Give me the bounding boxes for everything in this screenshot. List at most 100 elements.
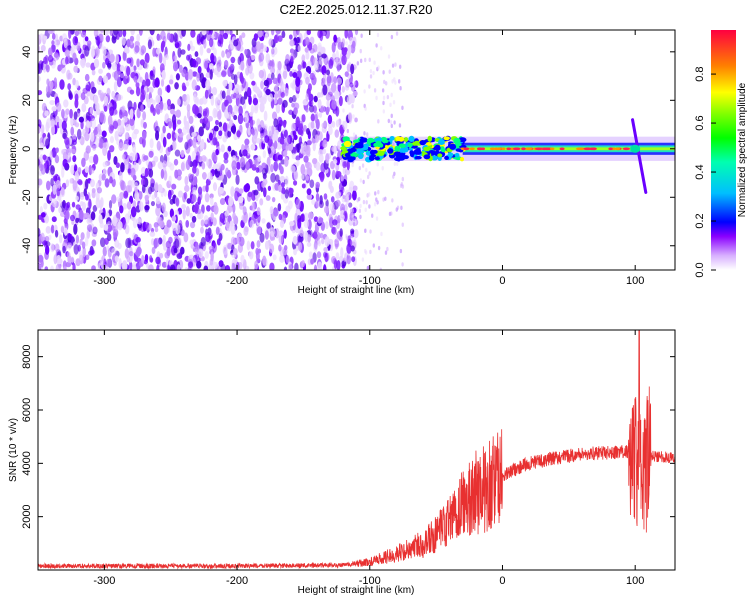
spectrogram-cell bbox=[253, 157, 257, 168]
spectrogram-cell bbox=[93, 94, 99, 105]
spectrogram-cell bbox=[112, 30, 119, 36]
spectrogram-cell bbox=[170, 103, 175, 111]
spectrogram-cell bbox=[240, 96, 246, 105]
spectrogram-cell bbox=[197, 134, 201, 142]
spectrogram-cell bbox=[277, 116, 283, 128]
spectrogram-cell bbox=[79, 192, 85, 200]
spectrogram-cell bbox=[366, 174, 370, 180]
spectrogram-cell bbox=[143, 155, 149, 161]
spectrogram-cell bbox=[350, 63, 355, 75]
spectrogram-cell bbox=[223, 59, 229, 69]
spectrogram-hotspot bbox=[527, 147, 532, 151]
spectrogram-cell bbox=[316, 251, 322, 259]
spectrogram-cell bbox=[85, 62, 91, 68]
spectrogram-cell bbox=[398, 143, 406, 149]
spectrogram-cell bbox=[304, 47, 309, 53]
spectrogram-cell bbox=[371, 213, 374, 218]
spectrogram-cell bbox=[344, 78, 351, 88]
spectrogram-cell bbox=[401, 176, 405, 182]
spectrogram-cell bbox=[358, 208, 362, 214]
spectrogram-cell bbox=[50, 118, 55, 128]
spectrogram-cell bbox=[272, 254, 277, 261]
spectrogram-cell bbox=[129, 108, 134, 120]
spectrogram-cell bbox=[200, 138, 205, 150]
spectrogram-cell bbox=[261, 162, 267, 170]
spectrogram-cell bbox=[347, 156, 355, 163]
spectrogram-cell bbox=[334, 241, 340, 248]
spectrogram-cell bbox=[102, 75, 109, 84]
spectrogram-cell bbox=[352, 221, 356, 227]
spectrogram-cell bbox=[291, 152, 297, 160]
spectrogram-cell bbox=[192, 58, 197, 68]
spectrogram-cell bbox=[233, 104, 239, 115]
spectrogram-cell bbox=[204, 60, 208, 70]
spectrogram-cell bbox=[322, 264, 327, 270]
spectrogram-cell bbox=[391, 198, 394, 203]
spectrogram-cell bbox=[163, 224, 169, 235]
spectrogram-cell bbox=[230, 224, 236, 235]
spectrogram-cell bbox=[114, 130, 119, 141]
spectrogram-cell bbox=[303, 212, 309, 221]
spectrogram-cell bbox=[77, 180, 83, 186]
spectrogram-cell bbox=[124, 132, 129, 140]
spectrogram-cell bbox=[298, 123, 303, 131]
spectrogram-cell bbox=[280, 91, 285, 98]
spectrogram-cell bbox=[331, 42, 336, 53]
spectrogram-cell bbox=[86, 218, 91, 224]
spectrogram-cell bbox=[45, 85, 51, 95]
spectrogram-cell bbox=[255, 250, 260, 262]
spectrogram-cell bbox=[321, 122, 325, 129]
spectrogram-cell bbox=[118, 258, 122, 269]
spectrogram-cell bbox=[65, 108, 70, 115]
spectrogram-cell bbox=[217, 93, 223, 105]
spectrogram-cell bbox=[119, 73, 125, 79]
spectrogram-cell bbox=[208, 132, 213, 141]
spectrogram-cell bbox=[122, 202, 128, 210]
spectrogram-cell bbox=[323, 193, 328, 200]
spectrogram-cell bbox=[129, 89, 135, 95]
spectrogram-cell bbox=[177, 47, 182, 58]
spectrogram-cell bbox=[236, 130, 241, 138]
spectrogram-cell bbox=[154, 77, 160, 88]
spectrogram-cell bbox=[104, 178, 110, 188]
spectrogram-cell bbox=[106, 87, 111, 96]
spectrogram-marks bbox=[38, 30, 675, 270]
y-tick-label: 20 bbox=[21, 94, 33, 106]
spectrogram-cell bbox=[209, 69, 213, 80]
spectrogram-cell bbox=[68, 30, 72, 39]
spectrogram-cell bbox=[262, 94, 268, 103]
snr-y-label: SNR (10 * v/v) bbox=[8, 418, 19, 482]
spectrogram-cell bbox=[341, 47, 347, 57]
spectrogram-cell bbox=[188, 261, 194, 269]
spectrogram-cell bbox=[43, 202, 48, 210]
spectrogram-cell bbox=[191, 150, 196, 162]
spectrogram-cell bbox=[107, 60, 112, 70]
spectrogram-cell bbox=[346, 243, 352, 254]
spectrogram-cell bbox=[363, 89, 366, 94]
spectrogram-cell bbox=[440, 148, 446, 153]
colorbar-gradient bbox=[711, 30, 736, 270]
spectrogram-cell bbox=[244, 138, 250, 146]
snr-frame bbox=[37, 329, 676, 571]
spectrogram-cell bbox=[149, 70, 154, 77]
spectrogram-cell bbox=[72, 77, 76, 86]
spectrogram-hotspot bbox=[583, 147, 591, 151]
spectrogram-cell bbox=[369, 68, 373, 74]
spectrogram-cell bbox=[376, 32, 380, 38]
spectrogram-cell bbox=[401, 105, 404, 111]
spectrogram-cell bbox=[164, 54, 169, 60]
spectrogram-cell bbox=[63, 227, 68, 236]
spectrogram-cell bbox=[62, 151, 68, 162]
spectrogram-cell bbox=[308, 211, 314, 220]
spectrogram-cell bbox=[278, 213, 283, 221]
spectrogram-hotspot bbox=[592, 147, 596, 151]
spectrogram-cell bbox=[345, 41, 348, 46]
spectrogram-cell bbox=[208, 37, 214, 48]
spectrogram-cell bbox=[203, 116, 209, 125]
spectrogram-cell bbox=[173, 247, 178, 254]
spectrogram-cell bbox=[75, 217, 79, 224]
spectrogram-cell bbox=[342, 120, 345, 126]
spectrogram-cell bbox=[322, 148, 327, 155]
spectrogram-cell bbox=[70, 47, 74, 56]
spectrogram-cell bbox=[278, 244, 282, 252]
